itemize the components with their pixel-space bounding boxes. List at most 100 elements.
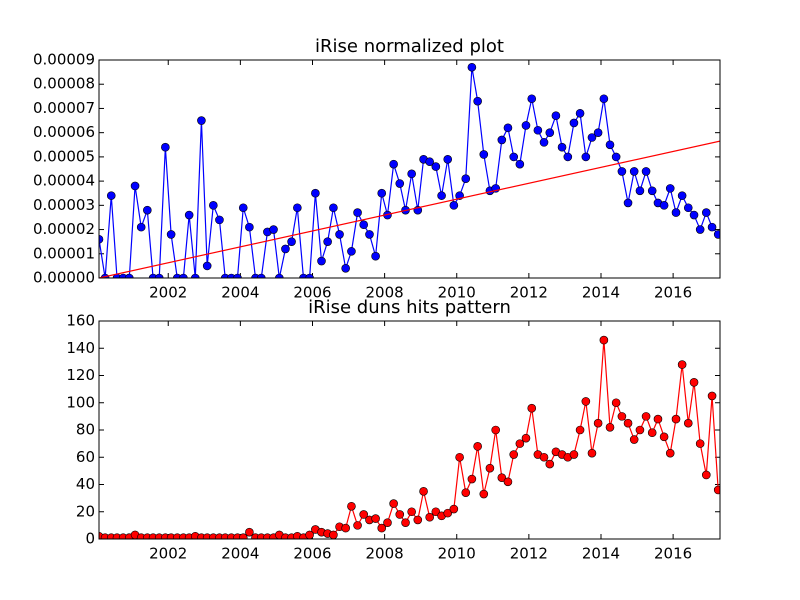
data-point bbox=[245, 527, 254, 537]
data-point bbox=[521, 433, 531, 443]
y-tick-label: 0 bbox=[85, 530, 95, 548]
data-point bbox=[503, 123, 513, 133]
y-tick-label: 120 bbox=[66, 366, 95, 384]
data-point bbox=[647, 186, 657, 196]
y-tick-label: 20 bbox=[76, 502, 95, 520]
chart-title: iRise duns hits pattern bbox=[308, 297, 511, 318]
data-point bbox=[575, 425, 585, 435]
data-point bbox=[605, 140, 615, 150]
data-point bbox=[106, 191, 116, 200]
data-point bbox=[593, 418, 603, 428]
data-point bbox=[623, 198, 633, 208]
axes-frame bbox=[98, 320, 721, 540]
data-point bbox=[353, 521, 362, 530]
data-point bbox=[479, 150, 489, 159]
data-point bbox=[581, 152, 591, 162]
data-point bbox=[184, 210, 194, 220]
data-point bbox=[425, 512, 434, 522]
data-point bbox=[653, 414, 663, 424]
data-point bbox=[377, 188, 387, 198]
data-point bbox=[197, 116, 206, 125]
chart-title: iRise normalized plot bbox=[315, 36, 504, 57]
data-point bbox=[545, 128, 555, 137]
data-point bbox=[515, 439, 525, 448]
data-point bbox=[377, 523, 387, 533]
data-point bbox=[695, 225, 705, 234]
data-point bbox=[647, 428, 657, 438]
x-tick-label: 2010 bbox=[438, 284, 476, 302]
data-point bbox=[443, 508, 453, 518]
data-point bbox=[671, 208, 681, 217]
data-point bbox=[599, 94, 609, 104]
data-point bbox=[347, 501, 356, 511]
data-point bbox=[623, 418, 633, 428]
data-point bbox=[425, 157, 434, 167]
data-point bbox=[707, 222, 717, 232]
data-point bbox=[359, 220, 369, 230]
x-tick-label: 2004 bbox=[221, 545, 259, 563]
plot-area bbox=[99, 335, 720, 539]
data-point bbox=[317, 256, 326, 266]
data-point bbox=[371, 251, 380, 261]
y-tick-label: 0.00002 bbox=[33, 220, 95, 238]
data-point bbox=[353, 208, 362, 217]
data-point bbox=[461, 174, 471, 183]
data-point bbox=[365, 230, 374, 239]
data-point bbox=[587, 133, 597, 142]
x-tick-label: 2012 bbox=[510, 284, 548, 302]
x-tick-label: 2006 bbox=[293, 545, 331, 563]
data-point bbox=[130, 181, 140, 191]
data-point bbox=[659, 432, 669, 442]
data-point bbox=[575, 108, 585, 118]
data-point bbox=[473, 96, 482, 106]
series-line bbox=[99, 140, 720, 278]
y-tick-label: 0.00005 bbox=[33, 147, 95, 165]
data-point bbox=[617, 167, 627, 176]
x-tick-label: 2016 bbox=[654, 545, 692, 563]
data-point bbox=[551, 111, 561, 121]
data-point bbox=[713, 230, 720, 239]
data-point bbox=[431, 162, 441, 171]
data-point bbox=[503, 477, 513, 487]
data-point bbox=[515, 159, 525, 169]
x-tick-label: 2012 bbox=[510, 545, 548, 563]
y-tick-label: 0.00004 bbox=[33, 172, 95, 190]
data-point bbox=[256, 273, 266, 278]
data-point bbox=[401, 518, 410, 527]
axes-frame bbox=[98, 59, 721, 279]
y-tick-label: 40 bbox=[76, 475, 95, 493]
y-tick-label: 100 bbox=[66, 393, 95, 411]
data-point bbox=[641, 167, 651, 176]
data-point bbox=[449, 201, 459, 210]
x-tick-label: 2004 bbox=[221, 284, 259, 302]
x-tick-label: 2002 bbox=[149, 545, 187, 563]
data-point bbox=[407, 169, 416, 179]
y-tick-label: 0.00001 bbox=[33, 244, 95, 262]
data-point bbox=[383, 518, 392, 527]
data-point bbox=[665, 448, 675, 458]
data-point bbox=[359, 510, 369, 519]
data-point bbox=[599, 335, 609, 345]
data-point bbox=[431, 507, 441, 517]
data-point bbox=[509, 450, 519, 459]
data-point bbox=[611, 152, 621, 162]
y-tick-label: 160 bbox=[66, 312, 95, 330]
data-point bbox=[389, 159, 398, 169]
x-tick-label: 2014 bbox=[582, 545, 620, 563]
y-tick-label: 80 bbox=[76, 421, 95, 439]
data-point bbox=[545, 459, 555, 469]
x-tick-label: 2010 bbox=[438, 545, 476, 563]
data-point bbox=[605, 422, 615, 432]
y-tick-label: 0.00008 bbox=[33, 75, 95, 93]
x-tick-label: 2008 bbox=[366, 284, 404, 302]
data-point bbox=[455, 452, 464, 462]
data-point bbox=[287, 237, 296, 246]
data-point bbox=[136, 222, 146, 232]
data-point bbox=[473, 442, 482, 451]
data-point bbox=[497, 135, 507, 145]
x-tick-label: 2006 bbox=[293, 284, 331, 302]
data-point bbox=[281, 244, 290, 254]
data-point bbox=[341, 523, 350, 533]
